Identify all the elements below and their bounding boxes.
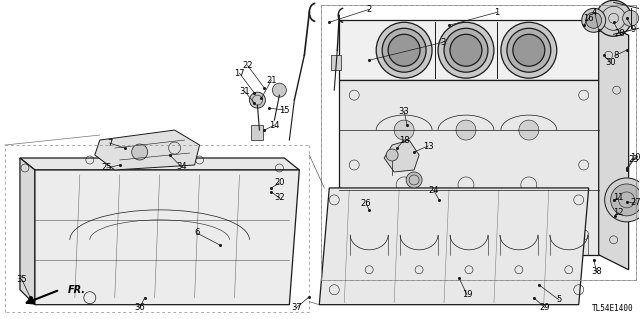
Text: 26: 26 — [361, 199, 371, 208]
Text: 34: 34 — [176, 162, 187, 172]
Text: 6: 6 — [194, 228, 199, 237]
Polygon shape — [598, 20, 628, 270]
Circle shape — [438, 22, 494, 78]
Text: 33: 33 — [399, 107, 410, 115]
Text: 29: 29 — [540, 303, 550, 312]
Circle shape — [406, 172, 422, 188]
Text: 27: 27 — [630, 198, 640, 207]
Text: 22: 22 — [242, 61, 253, 70]
Text: 13: 13 — [423, 142, 433, 151]
Text: 7: 7 — [107, 138, 113, 147]
Circle shape — [611, 184, 640, 216]
Polygon shape — [20, 158, 300, 170]
Text: FR.: FR. — [68, 285, 86, 295]
Circle shape — [519, 120, 539, 140]
Text: 30: 30 — [605, 58, 616, 67]
Circle shape — [605, 178, 640, 222]
Text: 4: 4 — [592, 8, 597, 17]
Circle shape — [394, 120, 414, 140]
Polygon shape — [332, 55, 341, 70]
Text: 38: 38 — [591, 267, 602, 276]
Circle shape — [388, 34, 420, 66]
Circle shape — [596, 0, 632, 36]
Polygon shape — [95, 130, 200, 170]
Text: 17: 17 — [234, 69, 244, 78]
Text: 25: 25 — [102, 163, 112, 173]
Text: 1: 1 — [494, 8, 500, 17]
Text: 23: 23 — [628, 154, 639, 164]
Polygon shape — [20, 158, 35, 305]
Text: 9: 9 — [631, 25, 636, 34]
Circle shape — [582, 8, 605, 32]
Circle shape — [273, 83, 286, 97]
Circle shape — [386, 149, 398, 161]
Circle shape — [507, 28, 551, 72]
Text: 36: 36 — [134, 303, 145, 312]
Circle shape — [382, 28, 426, 72]
Text: 11: 11 — [613, 193, 624, 203]
Circle shape — [444, 28, 488, 72]
Text: 14: 14 — [269, 121, 280, 130]
Circle shape — [513, 34, 545, 66]
Text: 15: 15 — [279, 106, 290, 115]
Text: 3: 3 — [440, 38, 445, 47]
Text: 35: 35 — [17, 275, 28, 284]
Circle shape — [586, 12, 602, 28]
Text: 24: 24 — [429, 186, 439, 196]
Text: 10: 10 — [630, 152, 640, 161]
Text: 8: 8 — [613, 51, 618, 60]
Polygon shape — [319, 188, 589, 305]
Circle shape — [623, 10, 639, 26]
Text: 32: 32 — [274, 193, 285, 203]
Text: 28: 28 — [614, 29, 625, 38]
Text: 21: 21 — [266, 76, 276, 85]
Polygon shape — [35, 170, 300, 305]
Polygon shape — [384, 140, 419, 172]
Text: 18: 18 — [399, 136, 410, 145]
Polygon shape — [339, 20, 598, 80]
Text: 31: 31 — [239, 87, 250, 96]
Polygon shape — [252, 125, 264, 140]
Circle shape — [450, 34, 482, 66]
Text: 16: 16 — [584, 14, 594, 23]
Text: 2: 2 — [367, 5, 372, 14]
Circle shape — [501, 22, 557, 78]
Circle shape — [250, 92, 266, 108]
Circle shape — [132, 144, 148, 160]
Text: 5: 5 — [556, 295, 561, 304]
Text: 37: 37 — [291, 303, 301, 312]
Circle shape — [456, 120, 476, 140]
Circle shape — [376, 22, 432, 78]
Text: 12: 12 — [613, 208, 624, 217]
Polygon shape — [339, 80, 598, 255]
Text: 19: 19 — [461, 290, 472, 299]
Text: 20: 20 — [274, 178, 285, 188]
Text: TL54E1400: TL54E1400 — [592, 304, 634, 313]
